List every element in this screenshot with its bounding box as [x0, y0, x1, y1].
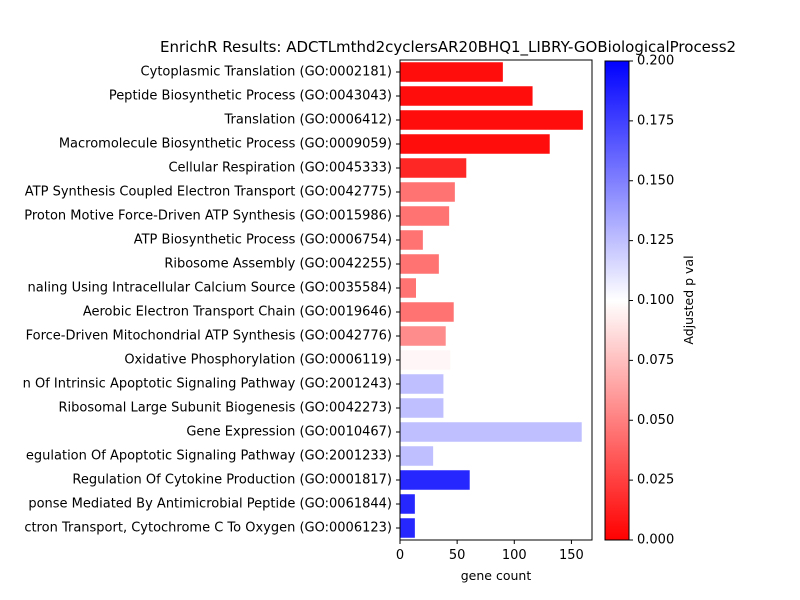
category-label: Cellular Respiration (GO:0045333) — [168, 161, 392, 176]
x-tick-label: 50 — [449, 548, 466, 563]
bar — [400, 62, 503, 82]
category-label: ATP Biosynthetic Process (GO:0006754) — [134, 233, 392, 248]
bar — [400, 110, 583, 130]
x-axis-ticks: 0 50 100 150 — [396, 540, 584, 563]
colorbar-tick-label: 0.200 — [637, 54, 674, 69]
category-label: Aerobic Electron Transport Chain (GO:001… — [83, 305, 392, 320]
x-tick-label: 150 — [559, 548, 584, 563]
category-label: ponse Mediated By Antimicrobial Peptide … — [28, 497, 392, 512]
plot-frame — [399, 59, 593, 541]
bar — [400, 446, 434, 466]
bar — [400, 470, 470, 490]
category-label: Gene Expression (GO:0010467) — [186, 425, 392, 440]
colorbar-tick-label: 0.100 — [637, 293, 674, 308]
category-label: ctron Transport, Cytochrome C To Oxygen … — [24, 521, 392, 536]
bar — [400, 398, 444, 418]
colorbar-ticks: 0.000 0.025 0.050 0.075 0.100 0.125 0.150 0.175… — [629, 54, 674, 548]
bar — [400, 326, 446, 346]
x-tick-label: 100 — [502, 548, 527, 563]
bar — [400, 230, 423, 250]
category-label: naling Using Intracellular Calcium Sourc… — [28, 281, 392, 296]
x-tick-label: 0 — [396, 548, 404, 563]
bar — [400, 350, 451, 370]
category-label: Translation (GO:0006412) — [224, 113, 392, 128]
colorbar-label: Adjusted p val — [681, 255, 696, 344]
colorbar-tick-label: 0.000 — [637, 533, 674, 548]
bar — [400, 374, 444, 394]
bar — [400, 494, 415, 514]
category-label: egulation Of Apoptotic Signaling Pathway… — [26, 449, 392, 464]
colorbar-tick-label: 0.175 — [637, 113, 674, 128]
category-label: Cytoplasmic Translation (GO:0002181) — [141, 65, 392, 80]
bar — [400, 182, 455, 202]
bar — [400, 254, 439, 274]
category-label: Proton Motive Force-Driven ATP Synthesis… — [24, 209, 392, 224]
category-label: n Of Intrinsic Apoptotic Signaling Pathw… — [23, 377, 392, 392]
colorbar — [604, 60, 630, 541]
category-label: Oxidative Phosphorylation (GO:0006119) — [124, 353, 392, 368]
category-label: Peptide Biosynthetic Process (GO:0043043… — [109, 89, 392, 104]
category-labels: Cytoplasmic Translation (GO:0002181) Pept… — [23, 65, 400, 536]
category-label: Ribosomal Large Subunit Biogenesis (GO:0… — [59, 401, 392, 416]
bar — [400, 518, 415, 538]
category-label: Regulation Of Cytokine Production (GO:00… — [72, 473, 392, 488]
colorbar-tick-label: 0.125 — [637, 233, 674, 248]
category-label: Macromolecule Biosynthetic Process (GO:0… — [59, 137, 392, 152]
colorbar-tick-label: 0.025 — [637, 473, 674, 488]
chart-title: EnrichR Results: ADCTLmthd2cyclersAR20BH… — [160, 38, 736, 57]
colorbar-tick-label: 0.075 — [637, 353, 674, 368]
bar — [400, 134, 550, 154]
category-label: Ribosome Assembly (GO:0042255) — [164, 257, 392, 272]
x-axis-label: gene count — [461, 568, 532, 583]
colorbar-tick-label: 0.150 — [637, 173, 674, 188]
bar — [400, 422, 582, 442]
bar — [400, 206, 450, 226]
bar — [400, 302, 454, 322]
bar — [400, 158, 467, 178]
bar — [400, 86, 533, 106]
category-label: Force-Driven Mitochondrial ATP Synthesis… — [26, 329, 392, 344]
colorbar-tick-label: 0.050 — [637, 413, 674, 428]
category-label: ATP Synthesis Coupled Electron Transport… — [25, 185, 392, 200]
bar — [400, 278, 416, 298]
bars — [400, 62, 583, 538]
